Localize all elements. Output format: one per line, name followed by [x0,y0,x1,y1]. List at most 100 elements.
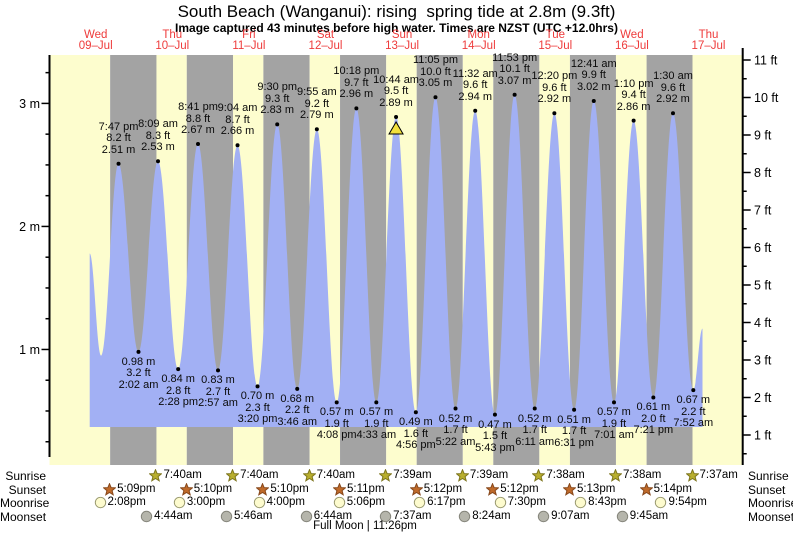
tide-annotation-line: 12:20 pm [531,70,578,83]
tide-low-annotation: 0.57 m 1.9 ft 7:01 am [572,407,656,442]
moonrise-icon [655,496,667,509]
tide-annotation-line: 2.66 m [220,125,255,138]
moonset-event: 7:37am [379,510,431,523]
moonrise-icon [655,496,667,509]
tide-annotation-line: 8.3 ft [145,129,171,142]
moonrise-icon [413,496,426,509]
sunset-icon [639,482,653,496]
tide-high-annotation: 11:53 pm 10.1 ft 3.07 m [473,52,557,88]
tide-annotation-line: 1.5 ft [482,430,508,443]
moonrise-icon [574,496,587,509]
high-tide-dot [670,111,675,116]
tide-low-annotation: 0.67 m 2.2 ft 7:52 am [651,395,735,430]
tide-high-annotation: 8:09 am 8.3 ft 2.53 m [116,119,200,154]
sunrise-event: 7:38am [532,469,585,482]
sunrise-event: 7:39am [455,469,508,482]
low-tide-dot [176,367,181,372]
sunset-time: 5:09pm [117,482,156,495]
tide-annotation-line: 5:43 pm [475,441,515,454]
moonrise-time: 3:00pm [186,496,226,508]
moonset-time: 5:46am [234,509,273,522]
moonrise-icon [494,496,506,509]
sunrise-icon [302,469,316,482]
moonrise-icon [333,496,345,509]
moonrise-event: 5:06pm [333,496,385,509]
sunrise-event: 7:38am [608,469,661,482]
low-tide-dot [532,406,537,411]
sunrise-event: 7:40am [302,469,355,482]
tide-annotation-line: 2:28 pm [158,396,199,409]
tide-annotation-line: 9:30 pm [257,81,298,94]
low-tide-dot [374,400,379,405]
moonrise-event: 4:00pm [253,496,305,509]
tide-high-annotation: 11:05 pm 10.0 ft 3.05 m [393,55,477,90]
sunset-icon [333,482,347,496]
moonset-event: 9:07am [537,510,589,523]
sunrise-icon [226,469,240,482]
tide-annotation-line: 3.05 m [418,77,453,90]
moonrise-event: 6:17pm [413,496,466,509]
tide-annotation-line: 9.6 ft [660,81,686,94]
tide-annotation-line: 12:41 am [570,57,617,70]
sunrise-icon [532,469,546,482]
high-tide-dot [473,108,478,113]
tide-annotation-line: 4:56 pm [395,439,436,452]
sunset-event: 5:09pm [103,482,156,496]
tide-annotation-line: 9.3 ft [264,92,290,105]
moonset-time: 8:24am [472,509,511,522]
sunset-icon [103,482,117,496]
full-moon-label: Full Moon | 11:26pm [313,520,417,532]
tide-low-annotation: 0.98 m 3.2 ft 2:02 am [96,355,180,392]
tide-annotation-line: 7:21 pm [633,424,674,437]
moonrise-icon [94,496,106,509]
moonset-icon [459,510,471,522]
tide-annotation-line: 10.1 ft [499,63,530,76]
high-tide-dot [156,159,161,164]
day-label: Thu 17–Jul [669,29,749,52]
sunrise-icon [608,469,622,482]
y-axis-label-ft: 6 ft [754,241,772,255]
sunset-time: 5:10pm [270,482,309,495]
sunset-event: 5:11pm [333,482,385,496]
sunset-icon [179,482,193,496]
moonrise-icon [574,496,587,509]
sunset-icon [179,482,193,496]
moonrise-time: 9:54pm [668,496,707,508]
tide-annotation-line: 0.52 m [517,412,552,425]
tide-annotation-line: 2.79 m [300,109,334,122]
tide-annotation-line: 7:47 pm [98,120,139,133]
tide-annotation-line: 10:18 pm [333,65,380,78]
day-label-line: 13–Jul [385,40,420,52]
moonrise-icon [173,496,186,509]
high-tide-dot [275,122,280,127]
tide-annotation-line: 0.98 m [121,355,156,368]
sunset-icon [409,482,423,496]
tide-high-annotation: 8:41 pm 8.8 ft 2.67 m [156,101,240,137]
day-label-line: Tue [545,29,565,41]
moonset-icon [220,510,233,522]
tide-annotation-line: 1.9 ft [324,417,349,430]
high-tide-dot [433,95,438,100]
day-label: Mon 14–Jul [439,29,519,52]
y-axis-label-m: 2 m [19,220,40,234]
moonrise-event: 3:00pm [173,496,225,509]
tide-low-annotation: 0.68 m 2.2 ft 3:46 am [255,393,339,429]
day-label-line: Mon [467,29,490,41]
day-label: Tue 15–Jul [515,29,595,52]
capture-time-marker [388,120,404,135]
moonset-icon [459,510,471,522]
day-label-line: Wed [620,29,644,41]
tide-low-annotation: 0.51 m 1.7 ft 6:31 pm [532,414,616,450]
moonset-icon [379,510,392,522]
high-tide-dot [512,92,517,97]
tide-high-annotation: 1:10 pm 9.4 ft 2.86 m [592,78,676,114]
sunset-time: 5:10pm [193,482,233,495]
tide-annotation-line: 2.86 m [616,100,651,113]
moonrise-icon [173,496,186,509]
tide-annotation-line: 0.57 m [319,406,354,419]
sunset-event: 5:13pm [562,482,615,496]
day-label-line: 15–Jul [538,40,573,52]
tide-annotation-line: 2.96 m [339,88,374,101]
